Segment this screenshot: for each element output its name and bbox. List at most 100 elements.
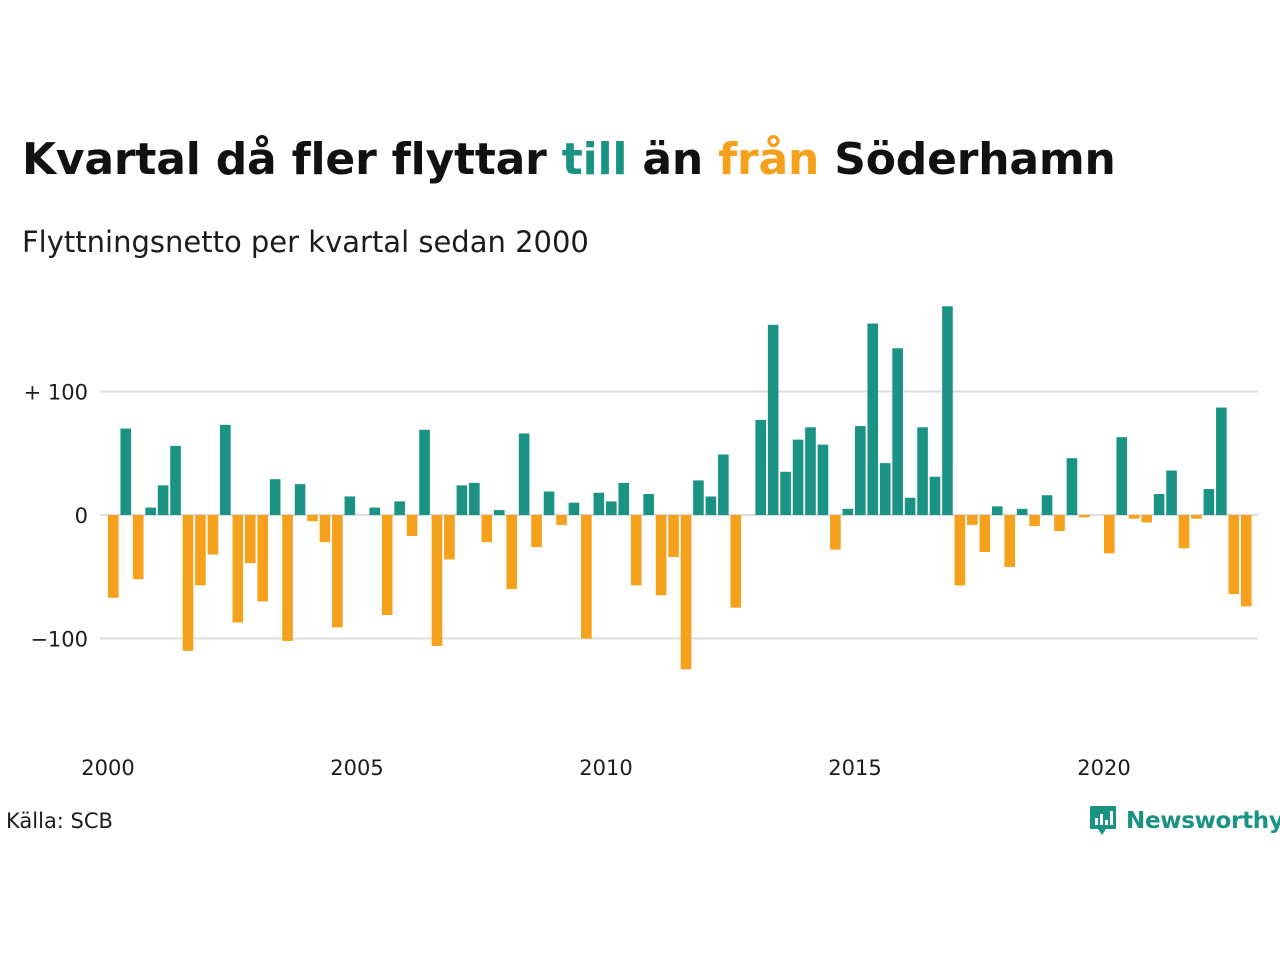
bar-q9[interactable] <box>207 515 219 555</box>
chart-subtitle: Flyttningsnetto per kvartal sedan 2000 <box>22 225 589 259</box>
bar-q68[interactable] <box>942 306 953 515</box>
bar-q61[interactable] <box>855 426 866 515</box>
bar-q20[interactable] <box>344 496 356 515</box>
bar-q12[interactable] <box>244 515 256 564</box>
bar-q34[interactable] <box>518 433 530 515</box>
bar-q81[interactable] <box>1104 515 1115 554</box>
bar-q22[interactable] <box>369 507 381 515</box>
bar-q55[interactable] <box>780 471 791 516</box>
bar-q27[interactable] <box>431 515 443 646</box>
bar-q59[interactable] <box>830 515 841 550</box>
grid-lines <box>100 390 1258 640</box>
bar-q60[interactable] <box>842 508 854 515</box>
bar-q31[interactable] <box>481 515 493 543</box>
bar-q58[interactable] <box>817 444 829 515</box>
bar-q88[interactable] <box>1191 515 1202 519</box>
bar-q26[interactable] <box>419 429 430 515</box>
bar-q10[interactable] <box>220 424 231 515</box>
bar-q24[interactable] <box>394 501 405 515</box>
bar-q91[interactable] <box>1228 515 1240 595</box>
bar-q84[interactable] <box>1141 515 1152 523</box>
bar-q38[interactable] <box>568 502 580 515</box>
bar-q87[interactable] <box>1178 515 1190 549</box>
bar-q44[interactable] <box>643 494 654 515</box>
bar-q90[interactable] <box>1216 407 1227 515</box>
title-word-fran: från <box>718 134 820 185</box>
bar-q67[interactable] <box>929 476 941 516</box>
brand-name: Newsworthy <box>1126 808 1280 834</box>
bar-q3[interactable] <box>132 515 144 580</box>
bar-q23[interactable] <box>381 515 393 616</box>
bar-q28[interactable] <box>444 515 455 560</box>
bar-q72[interactable] <box>991 506 1003 515</box>
chart-title: Kvartal då fler flyttar till än från Söd… <box>22 128 1116 192</box>
bar-q92[interactable] <box>1240 515 1252 607</box>
bar-q5[interactable] <box>157 485 169 515</box>
bar-q2[interactable] <box>120 428 132 515</box>
bar-q45[interactable] <box>655 515 667 596</box>
bar-q19[interactable] <box>332 515 343 628</box>
bar-q36[interactable] <box>543 491 555 515</box>
bar-q63[interactable] <box>879 463 891 515</box>
bar-q11[interactable] <box>232 515 244 623</box>
bar-q25[interactable] <box>406 515 418 536</box>
bar-q83[interactable] <box>1128 515 1140 519</box>
y-tick-label: −100 <box>30 628 88 652</box>
bar-q4[interactable] <box>145 507 156 515</box>
bar-q65[interactable] <box>904 497 916 515</box>
bar-q66[interactable] <box>917 427 928 515</box>
bar-q42[interactable] <box>618 482 630 515</box>
bar-q35[interactable] <box>531 515 542 548</box>
bar-q64[interactable] <box>892 348 903 515</box>
x-tick-label-2020: 2020 <box>1077 756 1130 780</box>
bar-q51[interactable] <box>730 515 742 608</box>
bar-q41[interactable] <box>606 501 617 515</box>
bar-q6[interactable] <box>170 445 181 515</box>
bar-q39[interactable] <box>581 515 592 639</box>
bar-q62[interactable] <box>867 323 879 515</box>
bar-q86[interactable] <box>1166 470 1177 515</box>
bar-q71[interactable] <box>979 515 991 553</box>
bar-q53[interactable] <box>755 419 766 515</box>
bar-q37[interactable] <box>556 515 567 525</box>
bar-q73[interactable] <box>1004 515 1015 567</box>
bar-q70[interactable] <box>967 515 978 525</box>
bar-q8[interactable] <box>195 515 206 586</box>
bar-q46[interactable] <box>668 515 679 557</box>
bar-q13[interactable] <box>257 515 268 602</box>
bar-q16[interactable] <box>294 484 306 516</box>
bar-q79[interactable] <box>1079 515 1090 518</box>
bar-q57[interactable] <box>805 427 816 515</box>
bar-q18[interactable] <box>319 515 331 543</box>
bar-q48[interactable] <box>693 480 704 515</box>
bar-q32[interactable] <box>493 510 505 515</box>
bar-q89[interactable] <box>1203 489 1215 515</box>
bar-q43[interactable] <box>630 515 642 586</box>
bar-q74[interactable] <box>1016 508 1028 515</box>
bar-q76[interactable] <box>1041 495 1053 515</box>
bar-q30[interactable] <box>469 482 480 515</box>
bar-q56[interactable] <box>792 439 804 515</box>
bar-q17[interactable] <box>307 515 318 522</box>
bar-q15[interactable] <box>282 515 293 641</box>
newsworthy-chat-chart-icon <box>1090 806 1116 835</box>
bars <box>108 306 1252 670</box>
bar-q75[interactable] <box>1029 515 1040 527</box>
bar-q50[interactable] <box>718 454 729 515</box>
bar-q7[interactable] <box>182 515 194 651</box>
bar-q78[interactable] <box>1066 458 1078 515</box>
bar-q33[interactable] <box>506 515 517 590</box>
newsworthy-logo[interactable]: Newsworthy <box>1088 804 1280 838</box>
bar-q47[interactable] <box>680 515 692 670</box>
bar-q29[interactable] <box>456 485 468 515</box>
bar-q49[interactable] <box>705 496 717 515</box>
bar-q82[interactable] <box>1116 437 1128 515</box>
x-tick-label-2005: 2005 <box>330 756 383 780</box>
bar-q40[interactable] <box>593 492 605 515</box>
bar-q1[interactable] <box>108 515 119 598</box>
bar-q54[interactable] <box>767 324 779 515</box>
bar-q85[interactable] <box>1153 494 1165 515</box>
bar-q69[interactable] <box>954 515 966 586</box>
bar-q77[interactable] <box>1054 515 1065 532</box>
bar-q14[interactable] <box>269 479 281 516</box>
